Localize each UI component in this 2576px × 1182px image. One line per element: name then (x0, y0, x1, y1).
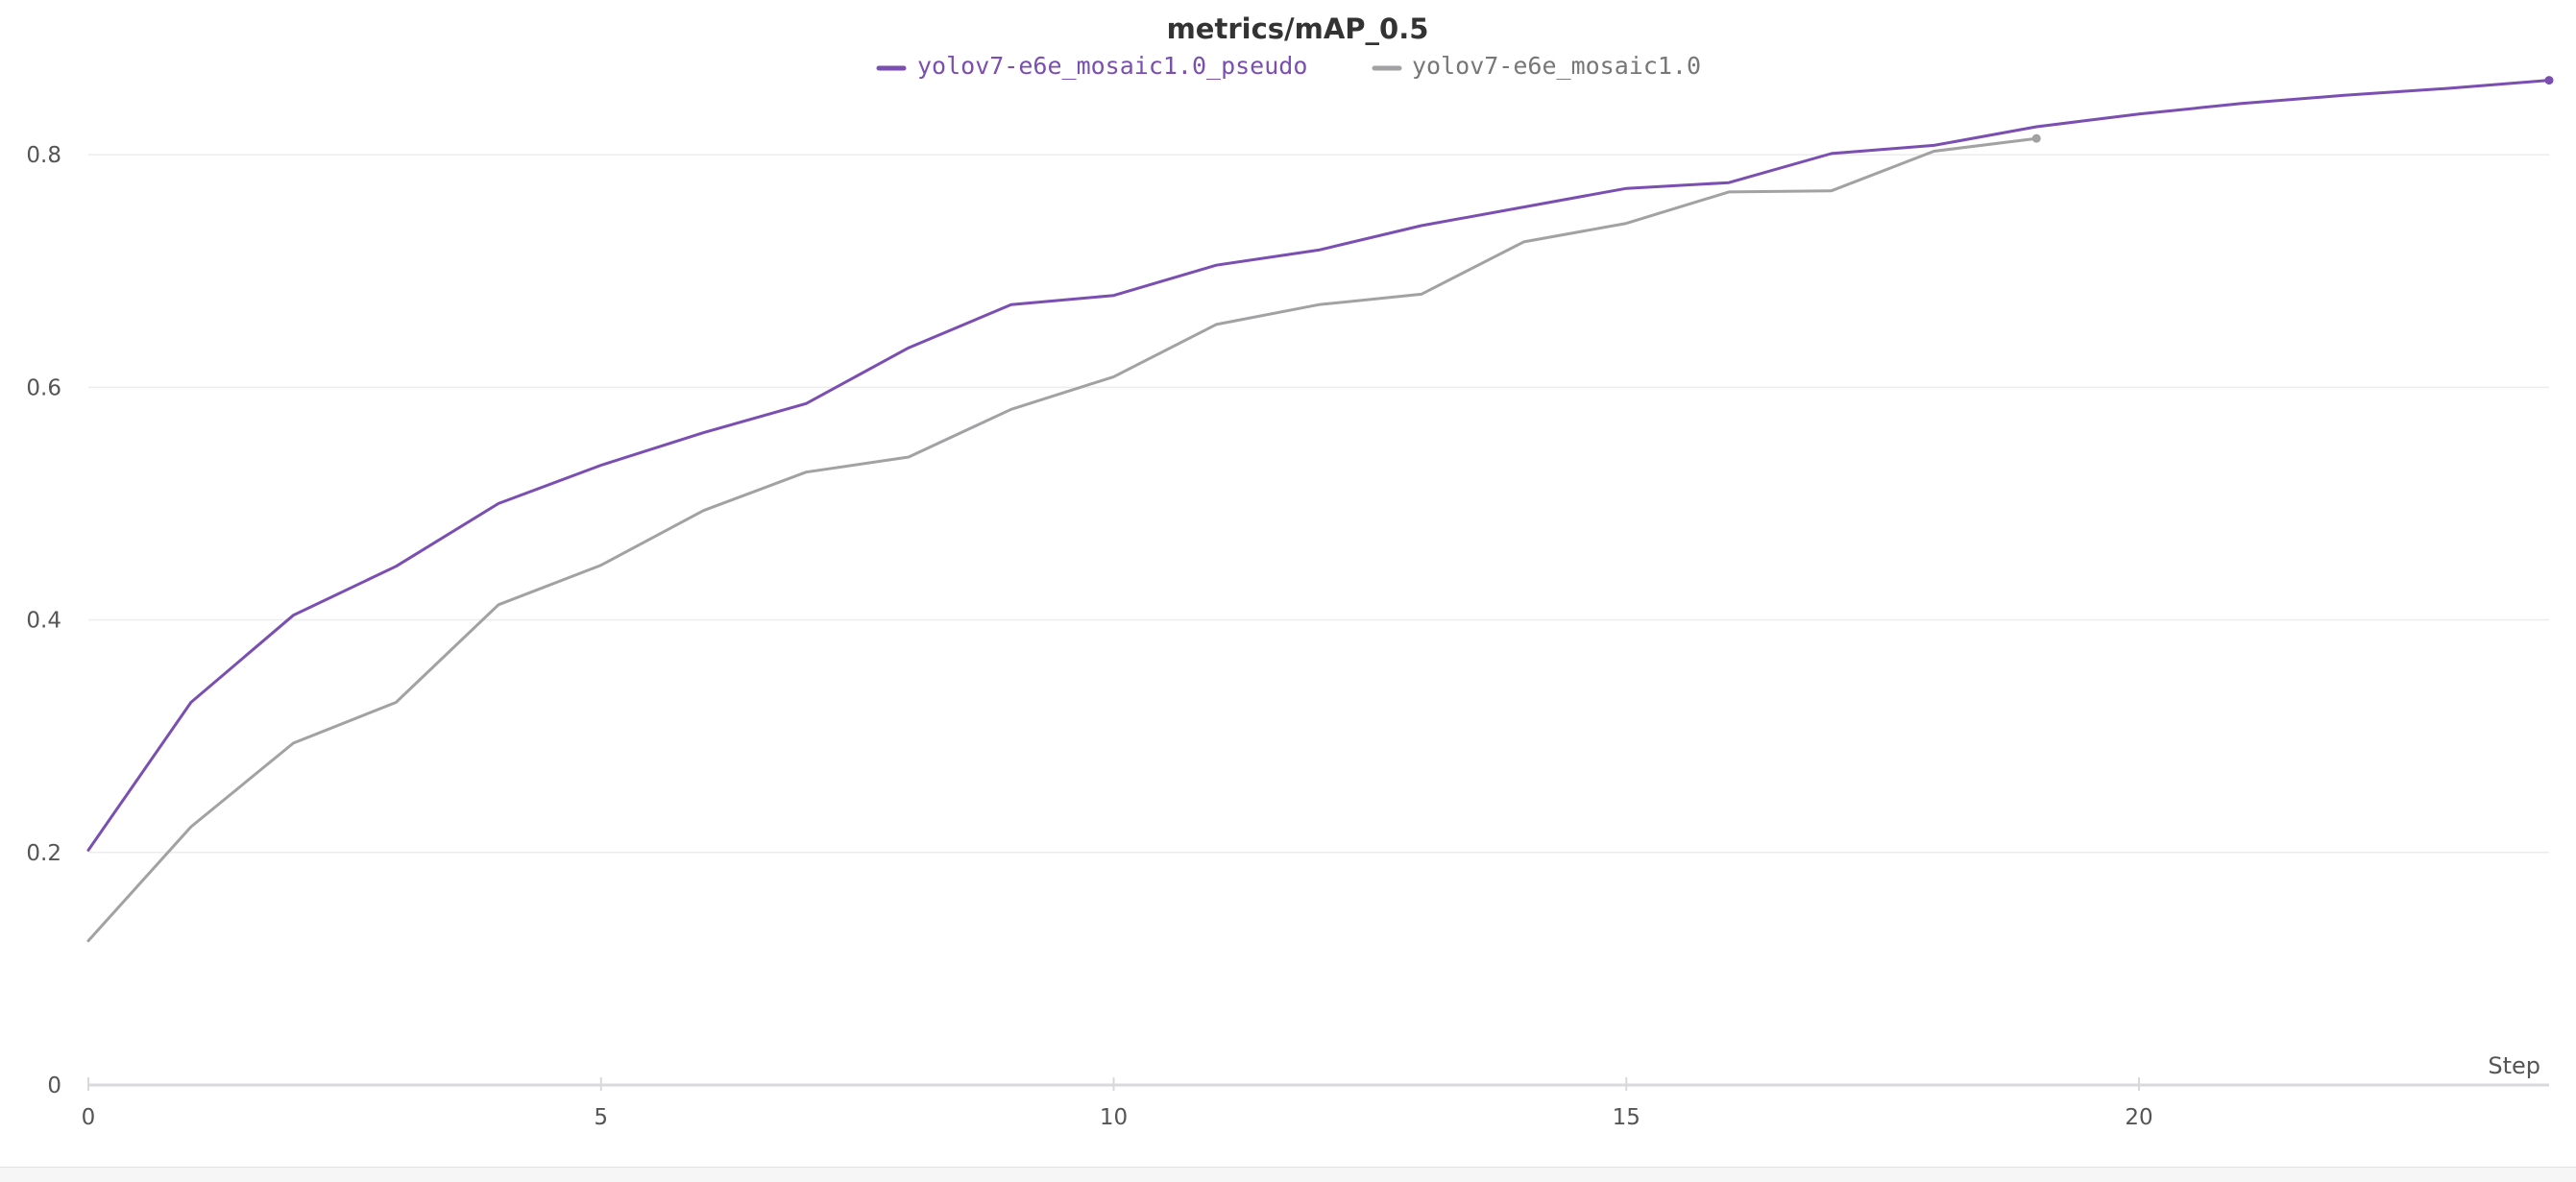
y-tick-label: 0 (47, 1073, 61, 1098)
x-tick-label: 5 (594, 1105, 608, 1130)
series-endpoint-pseudo[interactable] (2544, 76, 2554, 85)
y-tick-label: 0.2 (26, 841, 61, 866)
x-tick-label: 20 (2125, 1105, 2152, 1130)
x-axis-label: Step (2488, 1052, 2540, 1079)
x-tick-label: 0 (82, 1105, 96, 1130)
chart-title: metrics/mAP_0.5 (1167, 12, 1429, 45)
legend-label-baseline: yolov7-e6e_mosaic1.0 (1412, 52, 1701, 80)
series-line-baseline[interactable] (86, 136, 2038, 943)
x-tick-label: 10 (1100, 1105, 1128, 1130)
x-tick-label: 15 (1613, 1105, 1640, 1130)
y-tick-label: 0.8 (26, 143, 61, 168)
panel-footer-bar (0, 1167, 2576, 1182)
y-tick-label: 0.6 (26, 375, 61, 400)
legend-label-pseudo: yolov7-e6e_mosaic1.0_pseudo (917, 52, 1307, 80)
series-line-pseudo[interactable] (86, 79, 2551, 852)
series-endpoint-baseline[interactable] (2031, 133, 2041, 143)
y-tick-label: 0.4 (26, 609, 61, 634)
